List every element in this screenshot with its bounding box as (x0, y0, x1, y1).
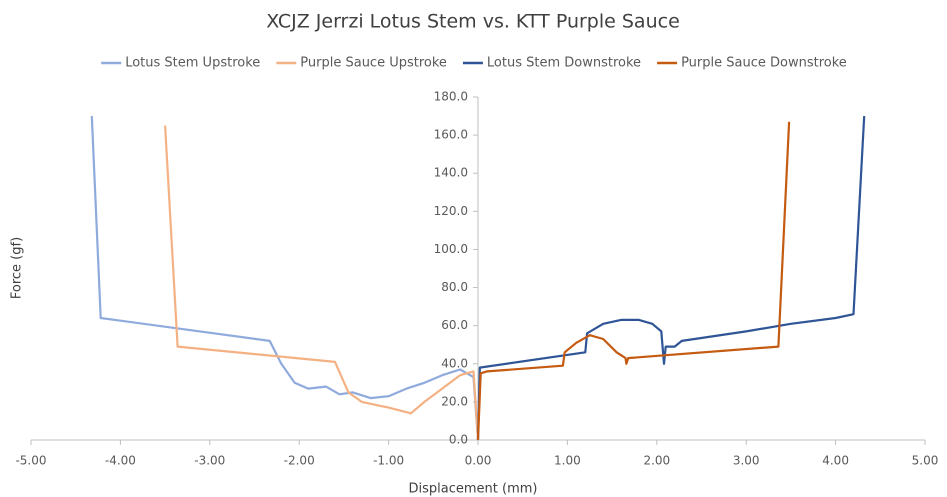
y-tick-label: 40.0 (441, 356, 468, 370)
x-tick-label: -1.00 (373, 454, 404, 468)
legend-label: Purple Sauce Downstroke (681, 56, 847, 71)
x-tick-label: -2.00 (284, 454, 315, 468)
legend-label: Purple Sauce Upstroke (300, 56, 447, 71)
legend-label: Lotus Stem Upstroke (125, 56, 260, 71)
y-tick-label: 0.0 (449, 433, 468, 447)
x-tick-label: 4.00 (822, 454, 849, 468)
y-tick-label: 160.0 (434, 128, 468, 142)
y-axis-title: Force (gf) (10, 237, 25, 299)
chart-title: XCJZ Jerrzi Lotus Stem vs. KTT Purple Sa… (266, 11, 680, 33)
x-axis-title: Displacement (mm) (409, 482, 538, 497)
y-tick-label: 80.0 (441, 280, 468, 294)
x-tick-label: -4.00 (105, 454, 136, 468)
x-tick-label: 5.00 (912, 454, 939, 468)
y-tick-label: 100.0 (434, 242, 468, 256)
legend-label: Lotus Stem Downstroke (487, 56, 641, 71)
series-line (90, 116, 480, 441)
x-tick-label: 1.00 (554, 454, 581, 468)
x-tick-label: -3.00 (194, 454, 225, 468)
series-line (164, 125, 480, 441)
x-tick-label: -5.00 (15, 454, 46, 468)
x-tick-label: 0.00 (465, 454, 492, 468)
y-tick-label: 120.0 (434, 204, 468, 218)
y-tick-label: 60.0 (441, 318, 468, 332)
series-line (476, 121, 791, 441)
x-tick-label: 2.00 (643, 454, 670, 468)
y-tick-label: 140.0 (434, 166, 468, 180)
x-tick-label: 3.00 (733, 454, 760, 468)
y-tick-label: 20.0 (441, 394, 468, 408)
series-line (476, 116, 866, 441)
y-tick-label: 180.0 (434, 90, 468, 104)
